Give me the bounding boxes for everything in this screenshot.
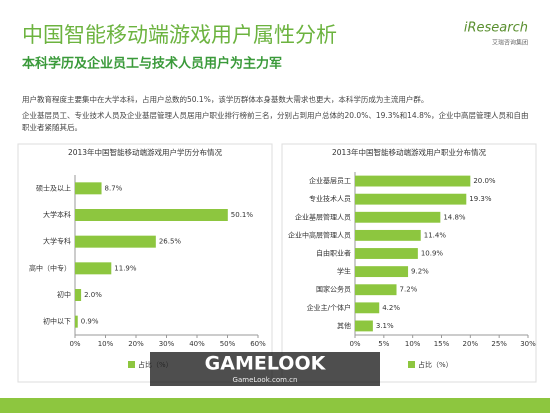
bar [355, 266, 409, 278]
y-tick-label: 大学专科 [43, 237, 71, 246]
y-tick-label: 专业技术人员 [309, 194, 351, 203]
y-tick-label: 自由职业者 [316, 249, 351, 258]
legend-label: 占比（%） [418, 360, 453, 369]
body-text: 用户教育程度主要集中在大学本科，占用户总数的50.1%，该学历群体本身基数大需求… [22, 95, 529, 132]
x-tick-label: 30% [520, 340, 536, 348]
slide-subtitle: 本科学历及企业员工与技术人员用户为主力军 [22, 56, 282, 72]
y-tick-label: 企业主/个体户 [307, 303, 351, 312]
bar [75, 182, 102, 195]
value-label: 11.9% [114, 264, 137, 272]
paragraph: 用户教育程度主要集中在大学本科，占用户总数的50.1%，该学历群体本身基数大需求… [22, 95, 429, 104]
x-tick-label: 30% [159, 340, 175, 348]
value-label: 11.4% [424, 231, 447, 239]
y-tick-label: 企业中高层管理人员 [288, 230, 351, 239]
y-tick-label: 学生 [337, 267, 351, 276]
chart-frame [17, 143, 273, 383]
value-label: 3.1% [376, 322, 394, 330]
x-tick-label: 0% [69, 340, 80, 348]
bar [75, 262, 112, 275]
x-tick-label: 15% [434, 340, 450, 348]
chart-title: 2013年中国智能移动端游戏用户学历分布情况 [68, 147, 223, 157]
bar [355, 193, 467, 205]
y-tick-label: 初中以下 [43, 317, 71, 326]
bar [355, 284, 397, 296]
x-tick-label: 25% [491, 340, 507, 348]
value-label: 2.0% [84, 291, 102, 299]
logo-tagline: 艾瑞咨询集团 [492, 39, 528, 47]
legend-swatch [408, 361, 415, 368]
value-label: 8.7% [105, 184, 123, 192]
bar [75, 209, 228, 221]
value-label: 14.8% [443, 213, 466, 221]
watermark-url: GameLook.com.cn [233, 376, 298, 384]
bar [355, 229, 421, 241]
bar [355, 302, 380, 314]
bar [75, 235, 156, 248]
value-label: 4.2% [382, 304, 400, 312]
value-label: 0.9% [81, 318, 99, 326]
bar [355, 248, 418, 259]
value-label: 50.1% [231, 211, 254, 219]
x-tick-label: 20% [128, 340, 144, 348]
value-label: 9.2% [411, 268, 429, 276]
value-label: 10.9% [421, 250, 444, 258]
x-tick-label: 5% [378, 340, 389, 348]
x-tick-label: 20% [463, 340, 479, 348]
x-tick-label: 0% [349, 340, 360, 348]
y-tick-label: 企业基层员工 [309, 176, 351, 185]
y-tick-label: 初中 [57, 290, 71, 299]
y-tick-label: 硕士及以上 [36, 183, 71, 192]
bar [355, 211, 441, 223]
value-label: 7.2% [400, 286, 418, 294]
bar [355, 320, 373, 332]
chart-title: 2013年中国智能移动端游戏用户职业分布情况 [332, 147, 487, 157]
y-tick-label: 企业基层管理人员 [295, 212, 351, 221]
x-tick-label: 50% [220, 340, 236, 348]
legend-swatch [128, 361, 135, 368]
bar [75, 289, 82, 301]
footer-band [0, 398, 550, 413]
x-tick-label: 10% [405, 340, 421, 348]
y-tick-label: 大学本科 [43, 210, 71, 219]
x-tick-label: 10% [98, 340, 114, 348]
value-label: 19.3% [469, 195, 492, 203]
bar [355, 175, 471, 187]
y-tick-label: 国家公务员 [316, 285, 351, 294]
slide-title: 中国智能移动端游戏用户属性分析 [22, 23, 337, 47]
y-tick-label: 其他 [337, 321, 351, 330]
chart-frame [281, 143, 537, 383]
y-tick-label: 高中（中专） [29, 263, 71, 272]
paragraph: 企业基层员工、专业技术人员及企业基层管理人员居用户职业排行榜前三名，分别占到用户… [22, 111, 529, 132]
logo: iResearch [464, 21, 528, 36]
x-tick-label: 60% [250, 340, 266, 348]
value-label: 26.5% [159, 238, 182, 246]
watermark-band [150, 352, 380, 386]
bar [75, 315, 78, 328]
x-tick-label: 40% [189, 340, 205, 348]
value-label: 20.0% [473, 177, 496, 185]
watermark: GAMELOOK [205, 353, 327, 375]
